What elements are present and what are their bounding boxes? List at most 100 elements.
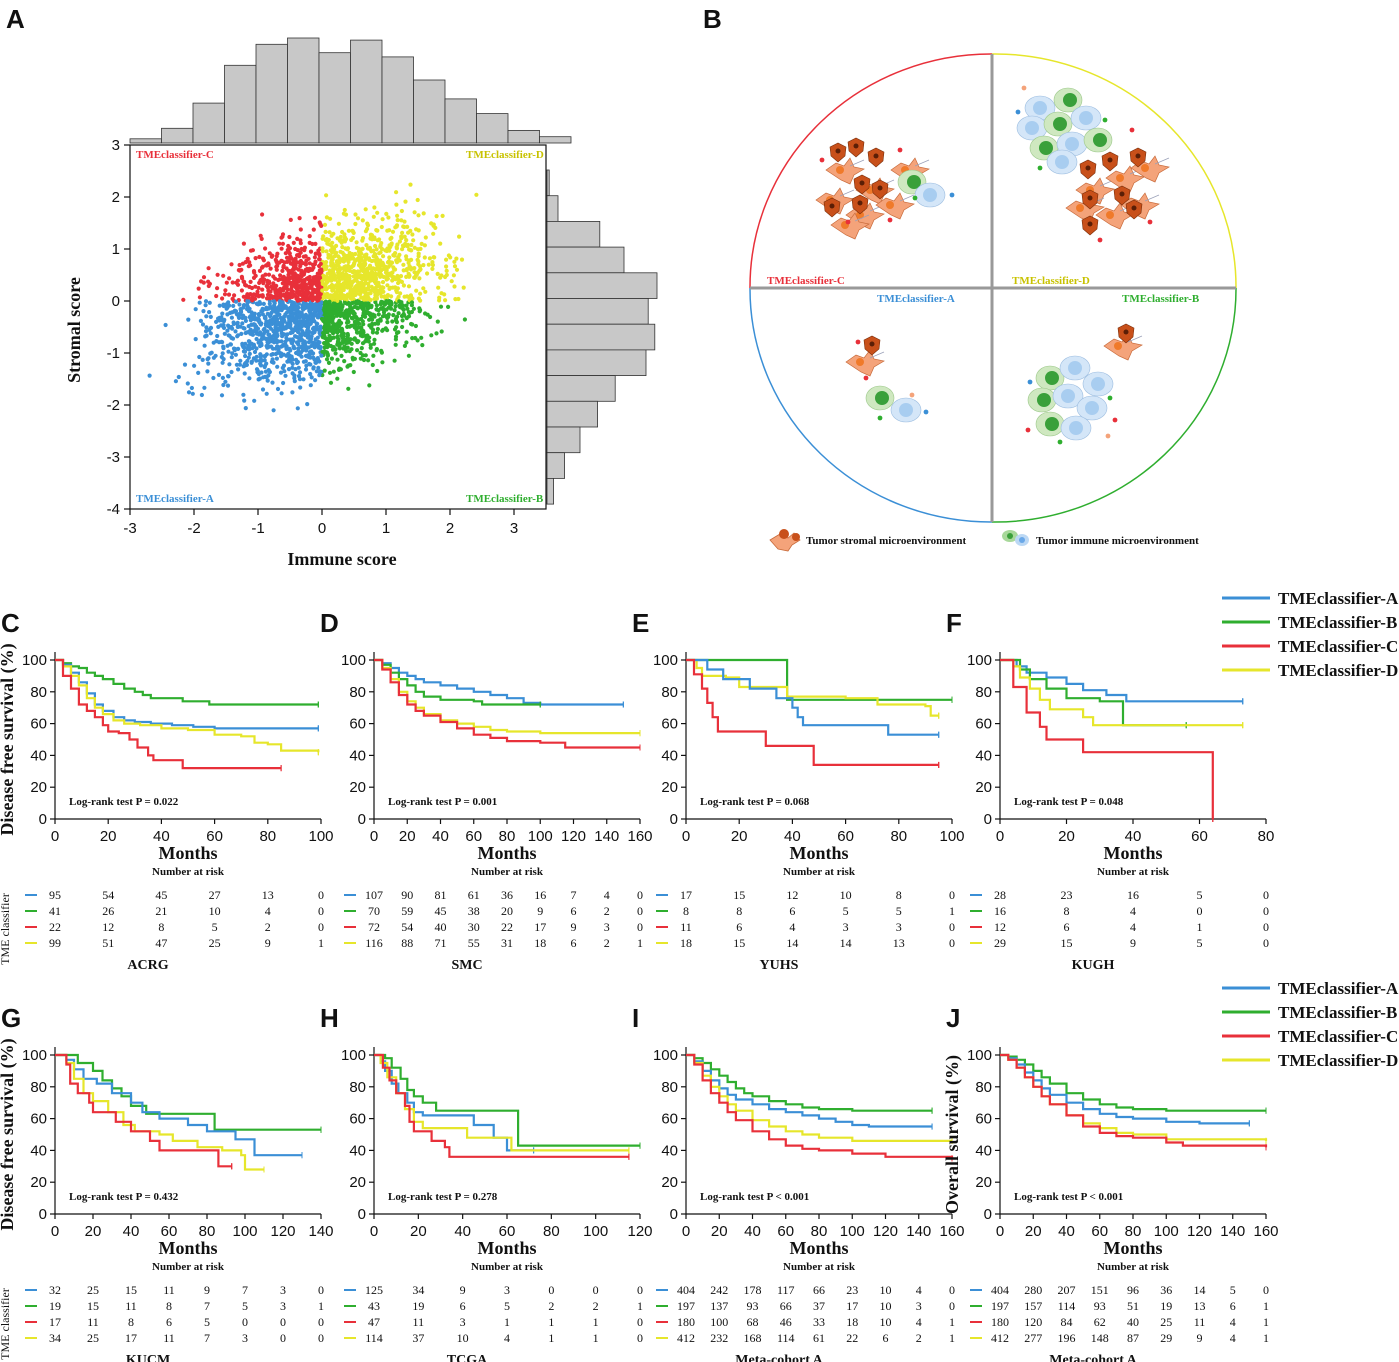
scatter-point (264, 296, 270, 301)
scatter-point (375, 292, 380, 297)
risk-count: 19 (412, 1299, 424, 1313)
scatter-point (293, 367, 298, 372)
scatter-point (399, 234, 404, 239)
scatter-point (336, 221, 341, 226)
scatter-point (280, 232, 286, 237)
scatter-point (257, 376, 262, 381)
y-tick-label: 40 (30, 747, 47, 764)
scatter-point (268, 289, 273, 294)
risk-count: 1 (1263, 1299, 1269, 1313)
y-tick-label: 0 (670, 811, 678, 828)
scatter-point (339, 240, 344, 245)
scatter-point (353, 212, 358, 217)
scatter-point (313, 259, 318, 264)
scatter-point (404, 303, 409, 308)
risk-count: 23 (846, 1283, 858, 1297)
risk-count: 31 (501, 936, 513, 950)
risk-title: Number at risk (471, 1261, 544, 1273)
scatter-point (337, 278, 342, 283)
risk-count: 93 (747, 1299, 759, 1313)
panel-letter: D (320, 608, 339, 638)
legend-immune: Tumor immune microenvironment (1002, 530, 1199, 547)
scatter-point (263, 316, 268, 321)
scatter-point (246, 292, 252, 297)
scatter-point (384, 299, 389, 304)
scatter-point (286, 367, 292, 372)
scatter-point (289, 256, 294, 261)
km-curve-a (1000, 658, 1243, 703)
scatter-point (391, 266, 397, 272)
logrank-pvalue: Log-rank test P < 0.001 (1014, 1191, 1123, 1203)
risk-count: 0 (318, 904, 324, 918)
scatter-point (421, 211, 426, 216)
risk-count: 0 (280, 1315, 286, 1329)
scatter-point (350, 235, 355, 241)
risk-count: 12 (786, 888, 798, 902)
y-tick-label: 20 (349, 1174, 366, 1191)
scatter-point (374, 228, 379, 233)
scatter-point (394, 288, 399, 293)
hist-bar-right (546, 452, 566, 479)
risk-count: 10 (209, 904, 221, 918)
scatter-point (226, 292, 232, 297)
scatter-point (249, 317, 254, 322)
x-tick-label: 40 (123, 1223, 140, 1240)
scatter-point (220, 351, 225, 356)
scatter-point (306, 335, 311, 340)
risk-count: 2 (916, 1331, 922, 1345)
legend-label-b: TMEclassifier-B (1278, 613, 1397, 632)
risk-count: 34 (412, 1283, 424, 1297)
scatter-point (290, 337, 295, 342)
scatter-point (270, 321, 275, 326)
risk-count: 19 (49, 1299, 61, 1313)
scatter-point (415, 197, 420, 203)
x-tick-label: 80 (199, 1223, 216, 1240)
risk-title: Number at risk (152, 866, 225, 878)
risk-count: 15 (733, 936, 745, 950)
cytokine-dot (912, 195, 918, 201)
scatter-point (342, 235, 347, 240)
x-tick-label: 0 (996, 1223, 1004, 1240)
scatter-point (226, 333, 231, 338)
tumor-cell (823, 197, 841, 218)
risk-count: 180 (677, 1315, 695, 1329)
risk-count: 93 (1094, 1299, 1106, 1313)
scatter-point (317, 257, 322, 262)
scatter-point (299, 311, 304, 316)
scatter-point (411, 306, 416, 311)
scatter-point (266, 261, 271, 266)
cytokine-dot (923, 409, 929, 415)
risk-count: 4 (1230, 1331, 1236, 1345)
scatter-point (222, 292, 228, 297)
scatter-point (278, 273, 283, 278)
scatter-point (422, 255, 427, 260)
scatter-point (229, 369, 234, 375)
tumor-cell (853, 174, 871, 195)
y-tick-label: 0 (358, 1206, 366, 1223)
scatter-point (322, 222, 328, 227)
scatter-point (404, 274, 409, 279)
y-tick-label: 40 (975, 1142, 992, 1159)
risk-count: 1 (593, 1315, 599, 1329)
scatter-point (231, 303, 236, 308)
scatter-point (307, 322, 312, 327)
risk-count: 40 (435, 920, 447, 934)
scatter-point (322, 329, 327, 334)
hist-bar-right (546, 400, 598, 428)
scatter-point (287, 299, 292, 304)
hist-bar (507, 129, 540, 144)
scatter-point (283, 326, 288, 331)
scatter-point (185, 381, 190, 386)
risk-count: 1 (637, 1299, 643, 1313)
scatter-point (271, 408, 276, 413)
scatter-point (315, 335, 320, 340)
scatter-point (211, 375, 216, 381)
scatter-point (211, 340, 216, 345)
hist-bar (224, 64, 257, 144)
panel-letter-a: A (6, 4, 25, 34)
scatter-point (317, 359, 322, 364)
scatter-point (347, 349, 352, 354)
scatter-point (307, 361, 312, 367)
